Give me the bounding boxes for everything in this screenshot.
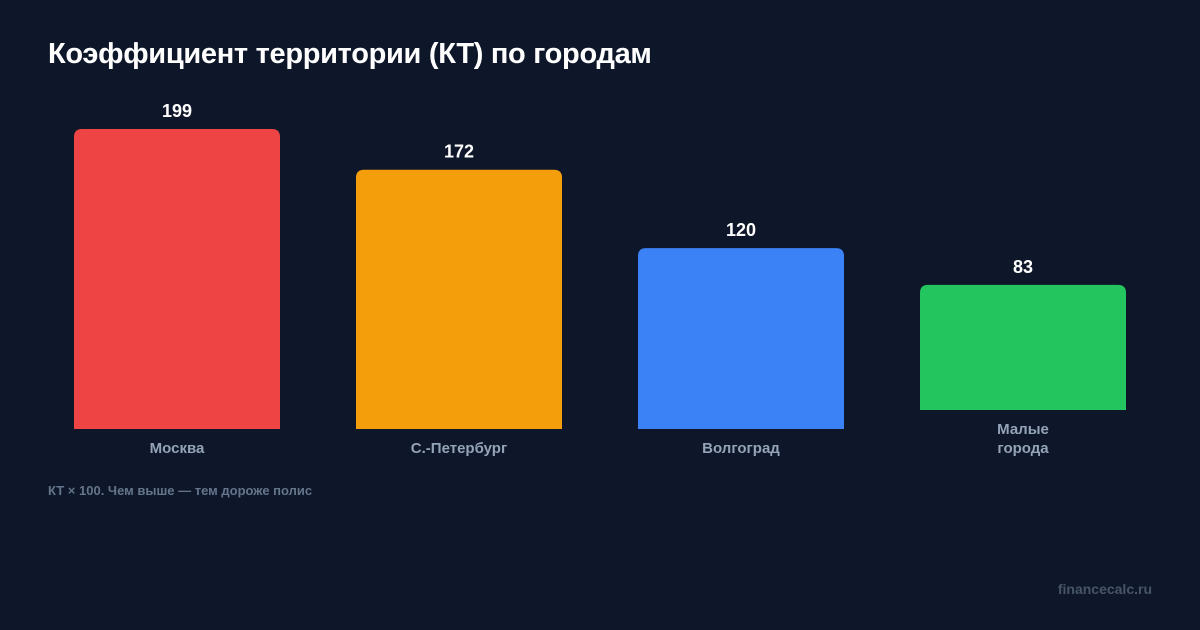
bar: [920, 284, 1126, 410]
category-label: Волгоград: [702, 440, 780, 457]
category-label: Москва: [150, 440, 205, 457]
footnote: КТ × 100. Чем выше — тем дороже полис: [48, 483, 313, 498]
category-label: С.-Петербург: [411, 440, 507, 457]
bar: [356, 169, 562, 429]
bar: [638, 248, 844, 429]
category-label: Малые: [997, 421, 1049, 438]
data-label: 172: [444, 142, 474, 162]
watermark: financecalc.ru: [1057, 581, 1152, 597]
data-label: 83: [1013, 257, 1033, 277]
chart-title: Коэффициент территории (КТ) по городам: [48, 38, 652, 70]
category-label: города: [997, 440, 1049, 457]
bar: [74, 129, 280, 429]
data-label: 120: [726, 220, 756, 240]
data-label: 199: [162, 101, 192, 121]
